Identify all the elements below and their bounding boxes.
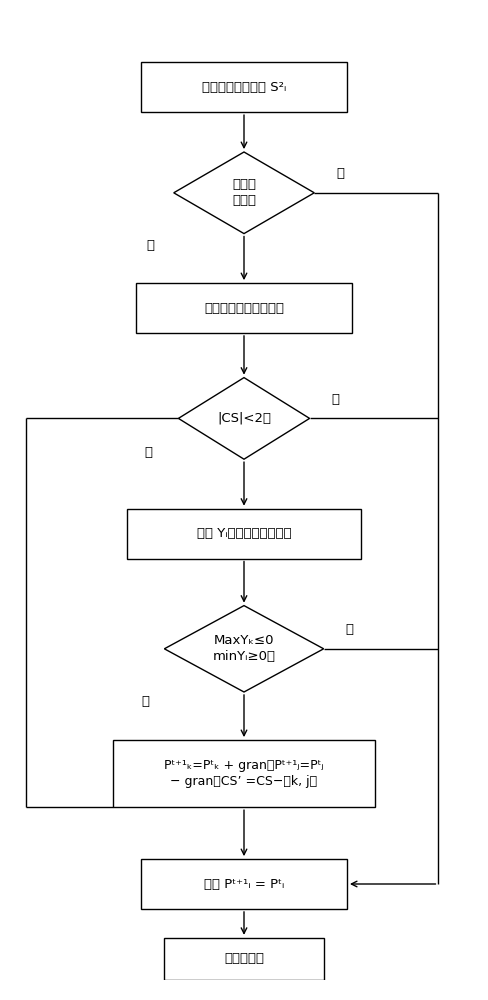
- Bar: [127, 509, 361, 559]
- Bar: [113, 740, 375, 807]
- Text: 否: 否: [144, 446, 152, 459]
- Polygon shape: [174, 152, 314, 234]
- Text: Pᵗ⁺¹ₖ=Pᵗₖ + gran，Pᵗ⁺¹ⱼ=Pᵗⱼ
− gran，CS’ =CS−｛k, j｝: Pᵗ⁺¹ₖ=Pᵗₖ + gran，Pᵗ⁺¹ⱼ=Pᵗⱼ − gran，CS’ =C…: [164, 759, 324, 788]
- Text: 是: 是: [336, 167, 344, 180]
- Text: 否: 否: [142, 695, 150, 708]
- Text: 选出 Yᵢ中的最小和最大値: 选出 Yᵢ中的最小和最大値: [197, 527, 291, 540]
- Text: 重划分结束: 重划分结束: [224, 952, 264, 965]
- Text: |CS|<2？: |CS|<2？: [217, 412, 271, 425]
- Text: 初始化划分集合候选集: 初始化划分集合候选集: [204, 302, 284, 314]
- Polygon shape: [164, 606, 324, 692]
- Text: 否: 否: [146, 239, 154, 252]
- Text: MaxYₖ≤0
minYᵢ≥0？: MaxYₖ≤0 minYᵢ≥0？: [212, 634, 276, 663]
- Polygon shape: [179, 378, 309, 459]
- Bar: [164, 938, 324, 980]
- Text: 需要重
划分？: 需要重 划分？: [232, 178, 256, 207]
- Text: 是: 是: [346, 623, 353, 636]
- Text: 未撤销划分，计算 S²ᵢ: 未撤销划分，计算 S²ᵢ: [202, 81, 286, 94]
- Bar: [136, 283, 352, 333]
- Bar: [141, 859, 347, 909]
- Text: 是: 是: [331, 393, 339, 406]
- Bar: [141, 62, 347, 112]
- Text: 其余 Pᵗ⁺¹ᵢ = Pᵗᵢ: 其余 Pᵗ⁺¹ᵢ = Pᵗᵢ: [204, 878, 284, 890]
